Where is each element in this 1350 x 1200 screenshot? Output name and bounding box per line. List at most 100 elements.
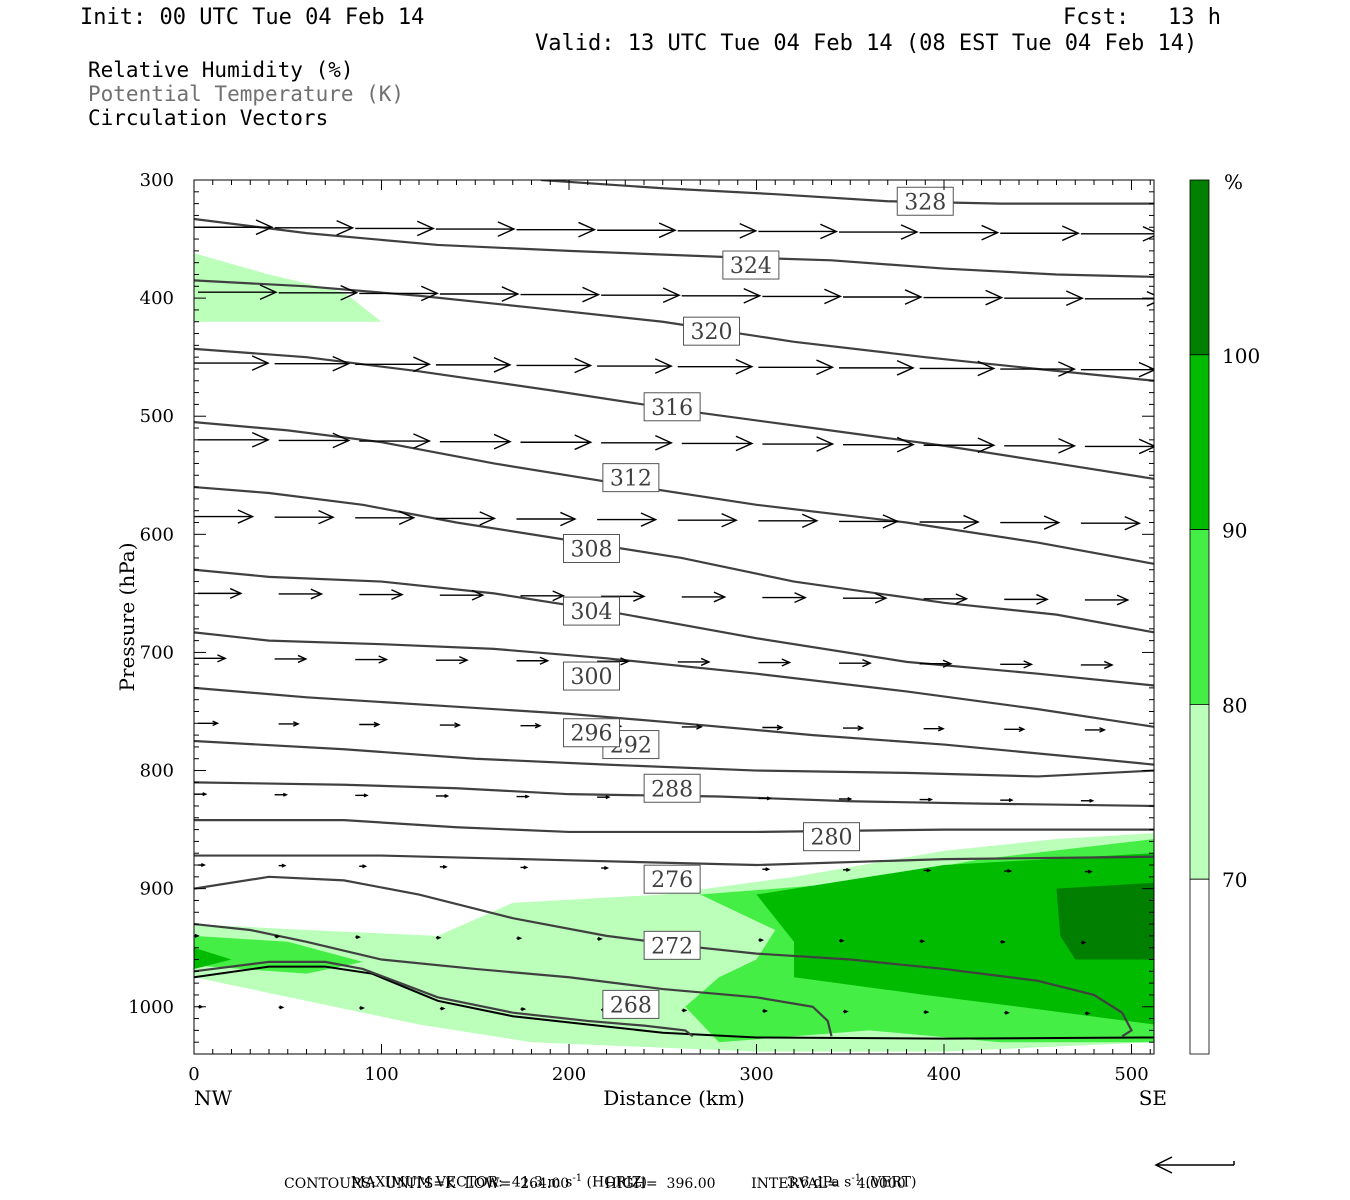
contour-label-304: 304 (563, 596, 620, 626)
x-tick-label-0: 0 (188, 1064, 199, 1085)
vector-2-9 (919, 360, 996, 377)
reference-vector (1154, 1156, 1235, 1174)
forecast-hour: 13 h (1168, 5, 1221, 30)
vector-4-6 (677, 512, 738, 528)
vector-5-9 (923, 593, 969, 605)
circulation-vectors (194, 219, 1154, 1016)
contour-label-text-312: 312 (610, 467, 652, 492)
contour-labels: 2682722762802882922963003043083123163203… (563, 186, 954, 1019)
vector-7-8 (843, 725, 865, 731)
vector-3-1 (278, 432, 351, 449)
x-tick-label-400: 400 (927, 1064, 961, 1085)
vector-2-0 (194, 355, 270, 371)
vector-8-7 (758, 796, 772, 801)
vector-1-5 (601, 287, 681, 304)
vector-8-9 (919, 797, 934, 802)
theta-contour-324 (194, 217, 1154, 278)
vector-1-2 (359, 285, 439, 302)
vector-7-6 (681, 724, 703, 730)
vector-3-2 (359, 433, 432, 449)
y-tick-label-1000: 1000 (128, 997, 174, 1018)
vector-9-5 (601, 866, 610, 871)
vector-8-8 (839, 796, 853, 801)
y-tick-label-600: 600 (140, 524, 174, 545)
vector-3-4 (520, 434, 593, 451)
theta-contour-292 (194, 739, 1154, 778)
vector-9-2 (359, 864, 368, 869)
vector-5-7 (762, 592, 807, 604)
vector-10-7 (758, 938, 765, 943)
rh-region-100-6 (1056, 882, 1154, 960)
vector-1-10 (1004, 290, 1084, 307)
y-tick-label-800: 800 (140, 761, 174, 782)
field-relative-humidity: Relative Humidity (%) (88, 58, 354, 82)
vector-3-11 (1084, 438, 1154, 455)
vector-8-11 (1080, 798, 1095, 803)
vector-9-9 (923, 868, 932, 873)
vector-1-6 (681, 287, 762, 304)
vector-8-5 (597, 795, 611, 800)
vector-5-1 (278, 588, 324, 600)
vector-7-7 (762, 724, 784, 731)
vector-2-3 (435, 357, 512, 373)
colorbar-swatch-1 (1189, 704, 1210, 880)
vector-4-9 (919, 514, 980, 530)
colorbar-swatch-2 (1189, 529, 1210, 705)
vector-0-10 (1000, 225, 1080, 242)
contour-label-text-308: 308 (571, 537, 613, 562)
vector-8-1 (274, 792, 289, 797)
vector-8-4 (516, 794, 530, 799)
theta-contour-328 (540, 180, 1154, 205)
contour-label-308: 308 (563, 533, 620, 563)
colorbar-level-70: 70 (1222, 868, 1247, 892)
contour-label-text-304: 304 (571, 600, 613, 625)
vector-3-9 (923, 437, 996, 454)
contour-label-316: 316 (643, 392, 701, 422)
contour-label-text-300: 300 (571, 665, 613, 690)
contour-label-320: 320 (683, 316, 740, 346)
vector-6-11 (1080, 660, 1114, 670)
y-tick-label-700: 700 (140, 642, 174, 663)
vector-11-9 (923, 1010, 930, 1015)
vector-2-11 (1080, 361, 1154, 378)
colorbar-unit: % (1224, 170, 1243, 194)
contour-label-text-268: 268 (610, 993, 652, 1018)
vector-5-10 (1004, 593, 1049, 605)
vector-2-10 (1000, 361, 1077, 377)
contour-label-296: 296 (563, 718, 620, 748)
vector-4-3 (435, 511, 497, 526)
x-tick-label-100: 100 (364, 1064, 398, 1085)
vector-2-1 (274, 355, 351, 372)
vector-11-2 (359, 1005, 365, 1010)
vector-1-9 (923, 289, 1004, 306)
vector-7-9 (923, 725, 945, 732)
vector-6-1 (274, 654, 308, 664)
colorbar-level-90: 90 (1222, 519, 1247, 543)
vector-7-0 (198, 720, 220, 727)
y-tick-label-400: 400 (140, 288, 174, 309)
reference-vector-head (1154, 1156, 1173, 1174)
contour-label-280: 280 (803, 822, 860, 852)
vector-3-3 (439, 433, 512, 450)
vector-5-2 (359, 589, 404, 601)
vector-7-2 (359, 721, 381, 728)
contour-label-268: 268 (602, 989, 660, 1019)
vector-8-3 (435, 793, 450, 798)
vector-10-3 (435, 935, 442, 940)
colorbar-swatch-4 (1189, 179, 1210, 356)
theta-contour-308 (194, 485, 1154, 634)
vector-11-11 (1084, 1011, 1091, 1016)
vector-1-8 (843, 289, 923, 305)
vector-7-11 (1084, 727, 1107, 733)
vector-0-0 (194, 219, 274, 236)
contour-label-text-280: 280 (811, 826, 853, 851)
contour-label-text-272: 272 (651, 934, 693, 959)
max-vector-horizontal: MAXIMUM VECTOR: 41.3 m s-1 (HORIZ) (350, 1173, 647, 1191)
axes: 300 400 500 600 700 800 900 1000 0 100 200 300 400 50… (128, 170, 1154, 1085)
vector-2-2 (355, 356, 432, 373)
contour-label-276: 276 (643, 864, 701, 894)
vector-0-9 (919, 224, 1000, 241)
x-tick-label-200: 200 (552, 1064, 586, 1085)
vector-1-4 (520, 286, 601, 303)
contour-label-324: 324 (722, 250, 780, 280)
